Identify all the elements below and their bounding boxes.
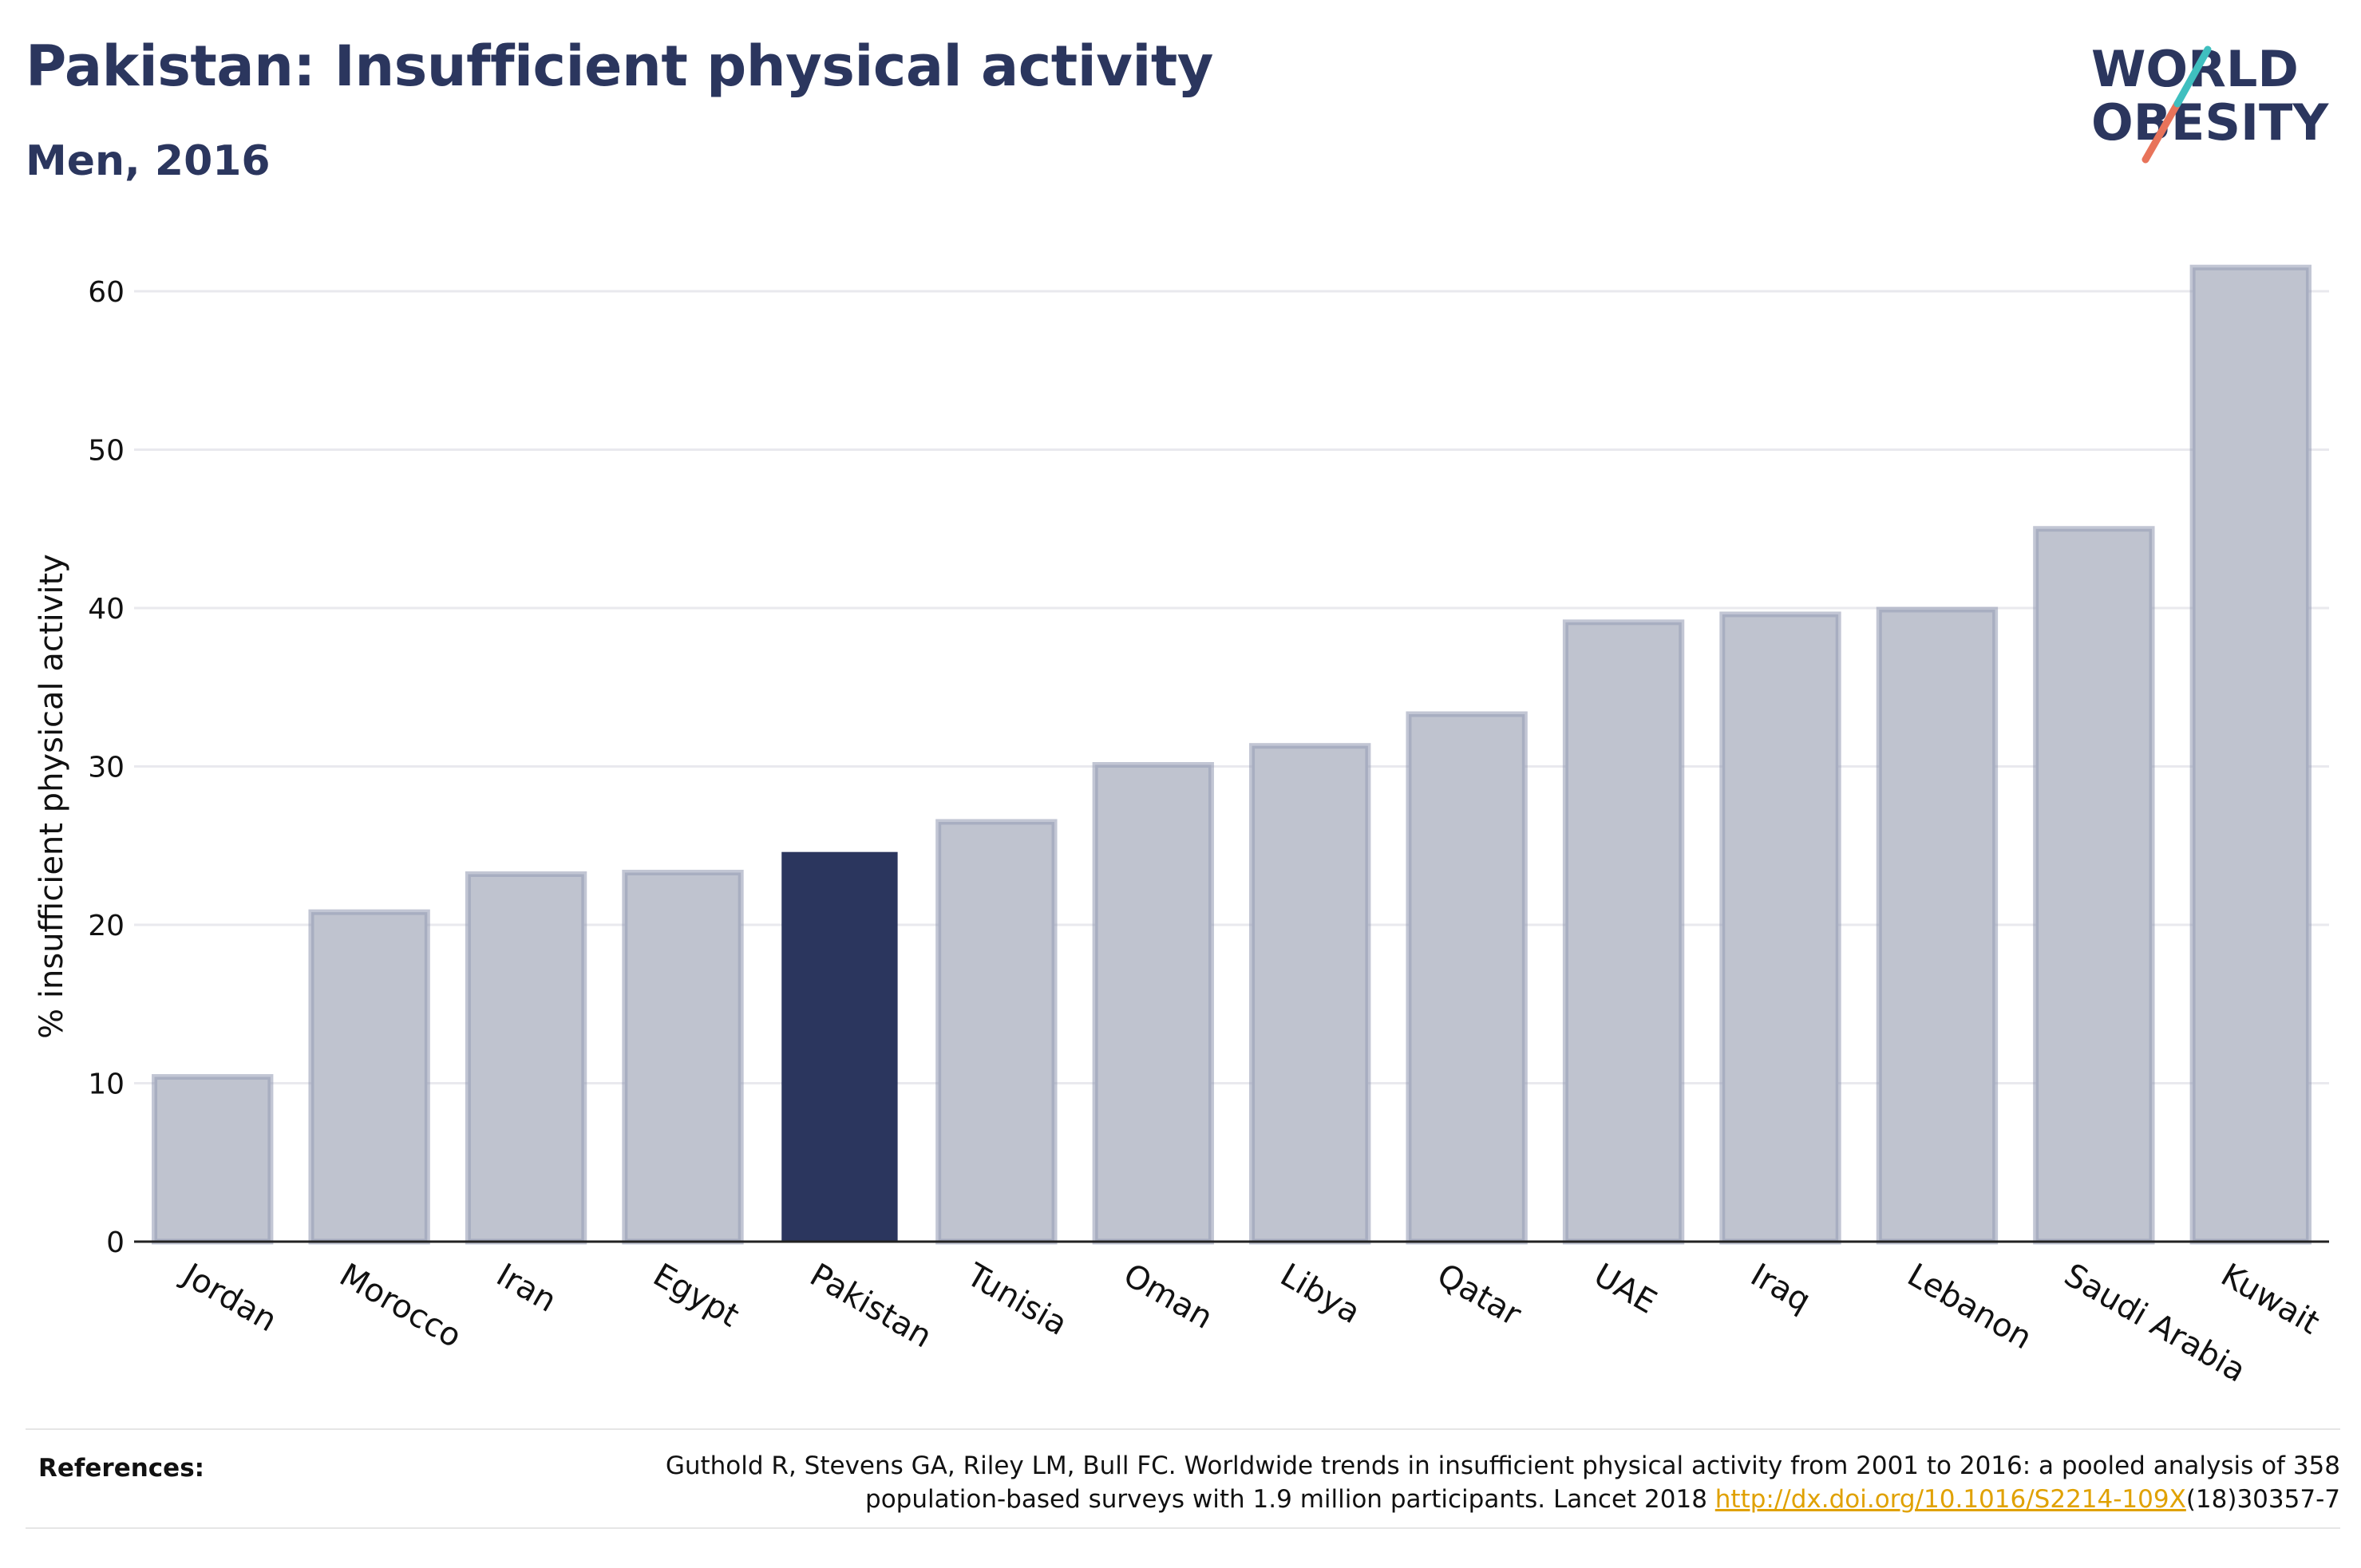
x-axis-labels: Jordan Morocco Iran Egypt Pakistan Tunisia Oma… — [175, 1255, 2326, 1389]
bar-iran — [465, 871, 587, 1245]
reference-line2-prefix: population-based surveys with 1.9 millio… — [865, 1485, 1715, 1514]
x-tick-label: Morocco — [334, 1257, 468, 1356]
bar-oman — [1092, 762, 1214, 1245]
x-tick-label: Iraq — [1745, 1257, 1817, 1320]
y-tick-label: 10 — [88, 1068, 125, 1101]
world-obesity-logo: WORLD OBESITY — [2091, 40, 2329, 164]
bar-kuwait — [2189, 264, 2312, 1245]
bar-uae — [1562, 619, 1685, 1245]
bar-morocco — [308, 909, 430, 1245]
y-axis-ticks: 0 10 20 30 40 50 60 — [88, 276, 125, 1259]
logo-slash-lower — [2142, 100, 2181, 164]
logo-slash-upper — [2173, 45, 2212, 108]
x-tick-label: Tunisia — [959, 1256, 1073, 1343]
y-tick-label: 60 — [88, 276, 125, 309]
bar-iraq — [1719, 611, 1841, 1245]
bar-lebanon — [1876, 606, 1999, 1245]
references-label: References: — [38, 1454, 205, 1483]
x-tick-label: Egypt — [647, 1257, 745, 1335]
bar-chart: 0 10 20 30 40 50 60 Jordan Morocco Iran Egypt Paki… — [34, 264, 2329, 1390]
bar-pakistan — [781, 851, 898, 1242]
y-tick-label: 0 — [106, 1226, 125, 1259]
bar-libya — [1249, 743, 1371, 1245]
x-tick-label: Lebanon — [1901, 1257, 2038, 1357]
x-tick-label: Kuwait — [2215, 1257, 2326, 1342]
references-section: References: Guthold R, Stevens GA, Riley… — [26, 1428, 2340, 1529]
x-tick-label: Oman — [1117, 1257, 1219, 1337]
y-tick-label: 50 — [88, 435, 125, 468]
bars — [152, 264, 2312, 1245]
x-tick-label: Jordan — [175, 1255, 283, 1339]
y-axis-title: % insufficient physical activity — [34, 554, 70, 1039]
bar-egypt — [622, 869, 744, 1245]
chart-title: Pakistan: Insufficient physical activity — [26, 34, 1213, 99]
x-tick-label: Pakistan — [804, 1257, 938, 1356]
bar-tunisia — [935, 819, 1058, 1245]
bar-jordan — [152, 1074, 274, 1245]
x-tick-label: Iran — [490, 1257, 563, 1320]
reference-line2-suffix: (18)30357-7 — [2185, 1485, 2340, 1514]
gridlines — [134, 290, 2329, 1084]
chart-subtitle: Men, 2016 — [26, 137, 271, 185]
y-tick-label: 40 — [88, 593, 125, 626]
y-tick-label: 30 — [88, 752, 125, 784]
bar-qatar — [1406, 711, 1528, 1245]
references-text: Guthold R, Stevens GA, Riley LM, Bull FC… — [616, 1449, 2340, 1516]
x-tick-label: Libya — [1274, 1257, 1366, 1331]
reference-line1: Guthold R, Stevens GA, Riley LM, Bull FC… — [665, 1451, 2340, 1480]
logo-line2: OBESITY — [2091, 93, 2329, 152]
bar-saudi-arabia — [2033, 526, 2155, 1245]
x-tick-label: Qatar — [1431, 1257, 1528, 1333]
reference-doi-link[interactable]: http://dx.doi.org/10.1016/S2214-109X — [1714, 1485, 2186, 1514]
x-tick-label: UAE — [1588, 1257, 1663, 1321]
y-tick-label: 20 — [88, 910, 125, 942]
